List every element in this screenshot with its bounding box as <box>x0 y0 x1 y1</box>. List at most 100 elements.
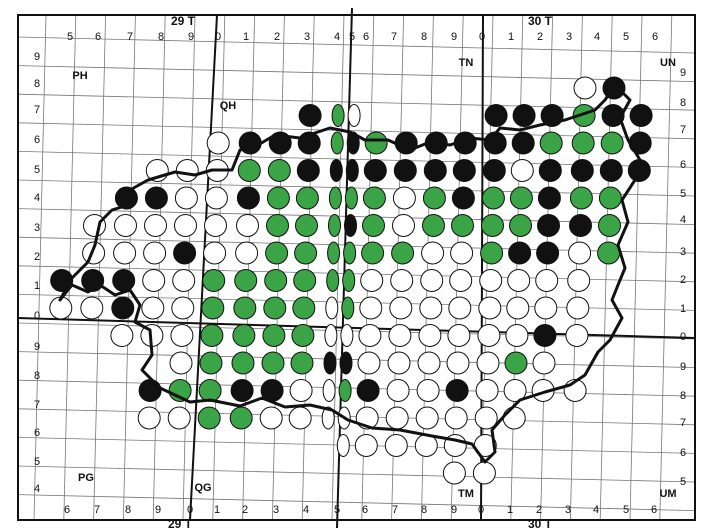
zone-label: 30 T <box>528 517 553 531</box>
top-coordinate: 4 <box>334 31 340 43</box>
record-dot <box>419 296 443 320</box>
left-coordinate: 4 <box>34 192 40 204</box>
left-coordinate: 8 <box>34 78 40 90</box>
record-dot <box>393 159 417 182</box>
record-dot <box>326 269 340 292</box>
record-dot <box>322 379 336 402</box>
record-dot <box>480 241 504 265</box>
record-dot <box>394 131 418 155</box>
record-dot <box>331 104 345 127</box>
record-dot <box>386 379 410 402</box>
grid-line <box>510 14 524 521</box>
record-dot <box>447 324 471 347</box>
record-dot <box>111 296 135 320</box>
record-dot <box>233 296 257 320</box>
bottom-coordinate: 2 <box>536 504 542 516</box>
record-dot <box>354 434 378 457</box>
bottom-coordinate: 2 <box>242 504 248 516</box>
left-coordinate: 5 <box>34 456 40 468</box>
left-coordinate: 9 <box>34 51 40 63</box>
left-coordinate: 0 <box>34 310 40 322</box>
record-dot <box>509 186 533 210</box>
record-dot <box>204 214 227 237</box>
record-dot <box>357 351 381 375</box>
bottom-coordinate: 1 <box>507 504 513 516</box>
record-dot <box>510 159 534 182</box>
record-dot <box>174 186 198 210</box>
record-dot <box>328 186 342 210</box>
record-dot <box>263 296 287 320</box>
record-dot <box>206 131 230 155</box>
record-dot <box>293 269 317 292</box>
record-dot <box>197 406 221 430</box>
right-coordinate: 8 <box>680 390 686 402</box>
record-dot <box>481 186 505 210</box>
record-dot <box>261 351 285 375</box>
record-dot <box>341 296 355 320</box>
record-dot <box>422 214 445 237</box>
record-dot <box>296 159 320 182</box>
record-dot <box>236 186 260 210</box>
grid-line <box>17 36 696 54</box>
top-coordinate: 5 <box>623 31 629 43</box>
record-dot <box>169 351 193 375</box>
square-label: QG <box>194 482 211 494</box>
grid-line <box>33 14 47 521</box>
record-dot <box>80 296 104 320</box>
record-dot <box>172 269 196 292</box>
record-dot <box>112 269 136 292</box>
record-dot <box>298 104 322 127</box>
left-coordinate: 6 <box>34 134 40 146</box>
record-dot <box>356 379 380 402</box>
record-dot <box>202 269 226 292</box>
square-label: PH <box>72 70 87 82</box>
record-dot <box>344 214 357 237</box>
record-dot <box>362 186 386 210</box>
top-coordinate: 8 <box>158 31 164 43</box>
record-dot <box>534 296 558 320</box>
grid-line <box>599 14 613 521</box>
record-dot <box>629 104 653 127</box>
zone-label: 29 T <box>168 517 193 531</box>
record-dot <box>474 406 498 430</box>
record-dot <box>340 324 354 347</box>
grid-line <box>182 14 196 521</box>
right-coordinate: 6 <box>680 159 686 171</box>
top-coordinate: 6 <box>363 31 369 43</box>
record-dot <box>597 241 621 265</box>
left-coordinate: 9 <box>34 341 40 353</box>
record-dot <box>336 434 350 457</box>
grid-line <box>570 14 583 521</box>
record-dot <box>569 186 593 210</box>
record-dot <box>330 131 344 155</box>
record-dot <box>291 324 315 347</box>
record-dot <box>475 379 499 402</box>
record-dot <box>174 214 197 237</box>
record-dot <box>137 406 161 430</box>
record-dot <box>504 351 528 375</box>
record-dot <box>388 324 412 347</box>
record-dot <box>600 131 624 155</box>
record-dot <box>295 214 318 237</box>
square-label: UN <box>660 57 676 69</box>
record-dot <box>167 406 191 430</box>
right-coordinate: 4 <box>680 214 686 226</box>
record-dot <box>346 131 360 155</box>
right-coordinate: 9 <box>680 361 686 373</box>
record-dot <box>229 406 253 430</box>
record-dot <box>420 269 444 292</box>
record-dot <box>231 351 255 375</box>
record-dot <box>170 324 194 347</box>
record-dot <box>484 104 508 127</box>
record-dot <box>448 296 472 320</box>
left-coordinate: 2 <box>34 251 40 263</box>
record-dot <box>114 214 137 237</box>
record-dot <box>259 406 283 430</box>
record-dot <box>144 214 167 237</box>
major-line <box>189 14 218 521</box>
right-coordinate: 1 <box>680 303 686 315</box>
grid-line <box>17 494 696 511</box>
record-dot <box>444 406 468 430</box>
record-dot <box>138 379 162 402</box>
record-dot <box>571 131 595 155</box>
